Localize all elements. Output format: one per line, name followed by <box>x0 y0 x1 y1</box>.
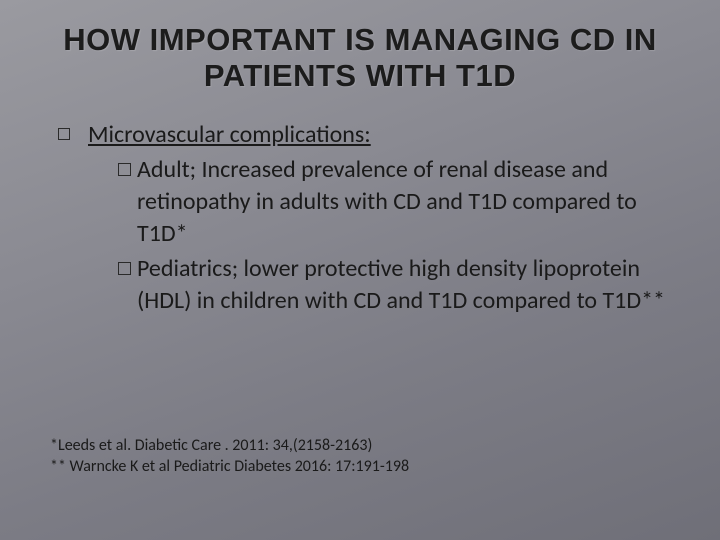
section-heading: Microvascular complications: <box>88 119 680 151</box>
slide-title: HOW IMPORTANT IS MANAGING CD IN PATIENTS… <box>40 22 680 93</box>
slide-content: Microvascular complications: Adult; Incr… <box>40 119 680 319</box>
bullet-item: Microvascular complications: Adult; Incr… <box>58 119 680 319</box>
square-bullet-icon <box>118 262 131 275</box>
sub-bullet-item: Adult; Increased prevalence of renal dis… <box>118 154 680 251</box>
square-bullet-icon <box>58 128 70 140</box>
title-line-1: HOW IMPORTANT IS MANAGING CD IN <box>63 22 657 57</box>
bullet-body: Microvascular complications: Adult; Incr… <box>88 119 680 319</box>
sub-list: Adult; Increased prevalence of renal dis… <box>118 154 680 318</box>
references: *Leeds et al. Diabetic Care . 2011: 34,(… <box>50 435 409 478</box>
title-line-2: PATIENTS WITH T1D <box>204 58 516 93</box>
sub-bullet-item: Pediatrics; lower protective high densit… <box>118 253 680 318</box>
reference-line: *Leeds et al. Diabetic Care . 2011: 34,(… <box>50 435 409 457</box>
sub-bullet-text: Adult; Increased prevalence of renal dis… <box>137 154 680 251</box>
reference-line: ** Warncke K et al Pediatric Diabetes 20… <box>50 456 409 478</box>
sub-bullet-text: Pediatrics; lower protective high densit… <box>137 253 680 318</box>
square-bullet-icon <box>118 163 131 176</box>
